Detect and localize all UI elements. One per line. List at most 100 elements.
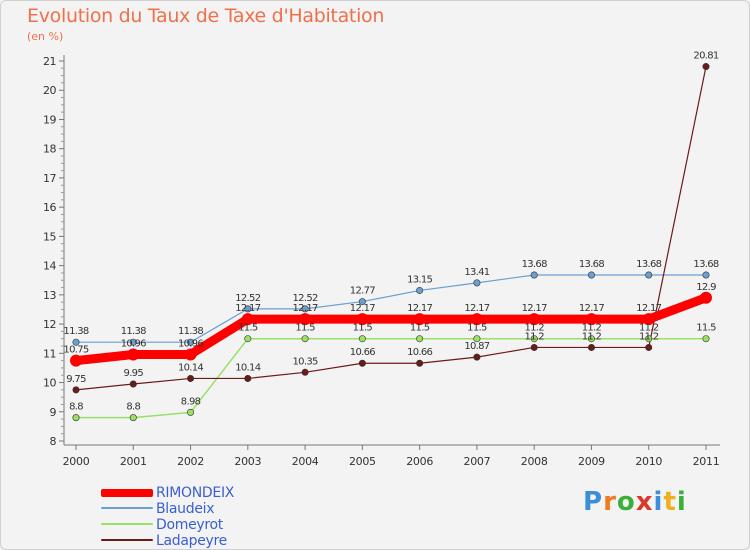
data-label-blaudeix: 13.68 (693, 259, 718, 270)
data-point-blaudeix (187, 338, 195, 346)
axes: 8 9 10 11 12 13 14 15 16 17 18 19 20 21 2000 2001 2002 20… (43, 55, 720, 468)
data-label-blaudeix: 11.38 (178, 326, 203, 337)
data-label-ladapeyre: 10.35 (293, 356, 318, 367)
data-point-ladapeyre (72, 386, 80, 394)
data-label-rimondeix: 12.17 (293, 303, 318, 314)
data-label-ladapeyre: 20.81 (693, 51, 718, 62)
data-label-domeyrot: 11.2 (582, 323, 602, 334)
x-tick-label: 2001 (120, 455, 147, 468)
data-label-rimondeix: 12.17 (235, 303, 260, 314)
data-label-ladapeyre: 9.75 (66, 374, 86, 385)
data-point-blaudeix (530, 271, 538, 279)
data-label-ladapeyre: 11.2 (524, 331, 544, 342)
data-label-blaudeix: 12.77 (350, 286, 375, 297)
x-tick-label: 2005 (349, 455, 376, 468)
series-line-ladapeyre (75, 65, 707, 391)
data-label-domeyrot: 11.5 (238, 323, 258, 334)
legend-label-domeyrot: Domeyrot (156, 517, 223, 533)
data-label-rimondeix: 12.17 (350, 303, 375, 314)
x-tick-label: 2011 (693, 455, 720, 468)
x-tick-label: 2010 (635, 455, 662, 468)
data-point-domeyrot (645, 335, 653, 343)
x-tick-label: 2004 (292, 455, 319, 468)
data-point-rimondeix (356, 313, 369, 326)
legend-label-rimondeix: RIMONDEIX (156, 485, 235, 501)
legend-swatch-ladapeyre (101, 539, 153, 541)
data-point-rimondeix (470, 313, 483, 326)
data-label-domeyrot: 11.2 (639, 323, 659, 334)
data-label-rimondeix: 12.17 (464, 303, 489, 314)
y-tick-label: 10 (43, 377, 56, 390)
data-label-rimondeix: 12.17 (579, 303, 604, 314)
proxiti-logo: Proxiti (583, 487, 687, 517)
data-point-rimondeix (127, 348, 140, 361)
x-tick-label: 2000 (63, 455, 90, 468)
data-label-ladapeyre: 11.2 (639, 331, 659, 342)
data-label-rimondeix: 10.96 (121, 338, 146, 349)
data-label-ladapeyre: 10.14 (235, 362, 260, 373)
data-label-rimondeix: 12.9 (696, 282, 716, 293)
legend-swatch-domeyrot (101, 523, 153, 525)
y-tick-label: 21 (43, 55, 56, 68)
data-point-rimondeix (299, 313, 312, 326)
data-point-domeyrot (301, 335, 309, 343)
x-tick-label: 2006 (406, 455, 433, 468)
data-point-ladapeyre (702, 63, 710, 71)
data-label-blaudeix: 12.52 (235, 293, 260, 304)
series-line-domeyrot (75, 337, 707, 419)
data-point-rimondeix (184, 348, 197, 361)
data-label-blaudeix: 11.38 (121, 326, 146, 337)
data-point-ladapeyre (530, 343, 538, 351)
data-point-domeyrot (129, 414, 137, 422)
chart-title: Evolution du Taux de Taxe d'Habitation (27, 5, 385, 27)
data-label-rimondeix: 10.96 (178, 338, 203, 349)
data-label-ladapeyre: 10.87 (464, 341, 489, 352)
data-point-ladapeyre (244, 374, 252, 382)
y-tick-label: 14 (43, 260, 56, 273)
y-tick-label: 9 (50, 406, 57, 419)
logo-letter: i (676, 487, 687, 517)
data-label-domeyrot: 8.8 (69, 402, 83, 413)
data-point-domeyrot (187, 408, 195, 416)
logo-letter: r (603, 487, 617, 517)
logo-letter: o (616, 487, 636, 517)
data-point-rimondeix (700, 291, 712, 304)
legend-swatch-rimondeix (101, 489, 153, 497)
data-point-domeyrot (702, 335, 710, 343)
data-point-blaudeix (72, 338, 80, 346)
logo-letter: i (653, 487, 664, 517)
data-label-rimondeix: 12.17 (522, 303, 547, 314)
data-point-ladapeyre (416, 359, 424, 367)
x-tick-label: 2002 (177, 455, 204, 468)
data-label-domeyrot: 11.5 (467, 323, 487, 334)
logo-letter: P (583, 487, 604, 517)
data-point-rimondeix (241, 313, 254, 326)
chart-unit: (en %) (27, 30, 64, 43)
data-point-blaudeix (244, 305, 252, 313)
data-label-ladapeyre: 9.95 (124, 368, 144, 379)
y-tick-label: 13 (43, 289, 56, 302)
data-label-ladapeyre: 11.2 (582, 331, 602, 342)
data-label-blaudeix: 13.15 (407, 274, 432, 285)
data-label-domeyrot: 11.2 (524, 323, 544, 334)
data-point-ladapeyre (187, 374, 195, 382)
data-labels: 10.75 10.96 10.96 12.17 12.17 12.17 12.17 12.17… (63, 51, 719, 413)
data-point-domeyrot (530, 335, 538, 343)
data-point-blaudeix (416, 286, 424, 294)
y-tick-label: 19 (43, 113, 56, 126)
data-point-rimondeix (642, 313, 655, 326)
data-point-blaudeix (301, 305, 309, 313)
data-point-rimondeix (528, 313, 541, 326)
data-point-blaudeix (129, 338, 137, 346)
legend-label-ladapeyre: Ladapeyre (156, 533, 227, 549)
data-label-rimondeix: 10.75 (63, 345, 88, 356)
data-label-domeyrot: 8.98 (181, 396, 201, 407)
y-tick-label: 17 (43, 172, 56, 185)
x-tick-label: 2008 (521, 455, 548, 468)
series-points (70, 63, 712, 422)
data-label-ladapeyre: 10.66 (407, 347, 432, 358)
data-point-domeyrot (72, 414, 80, 422)
data-label-domeyrot: 11.5 (696, 323, 716, 334)
x-tick-label: 2003 (234, 455, 261, 468)
